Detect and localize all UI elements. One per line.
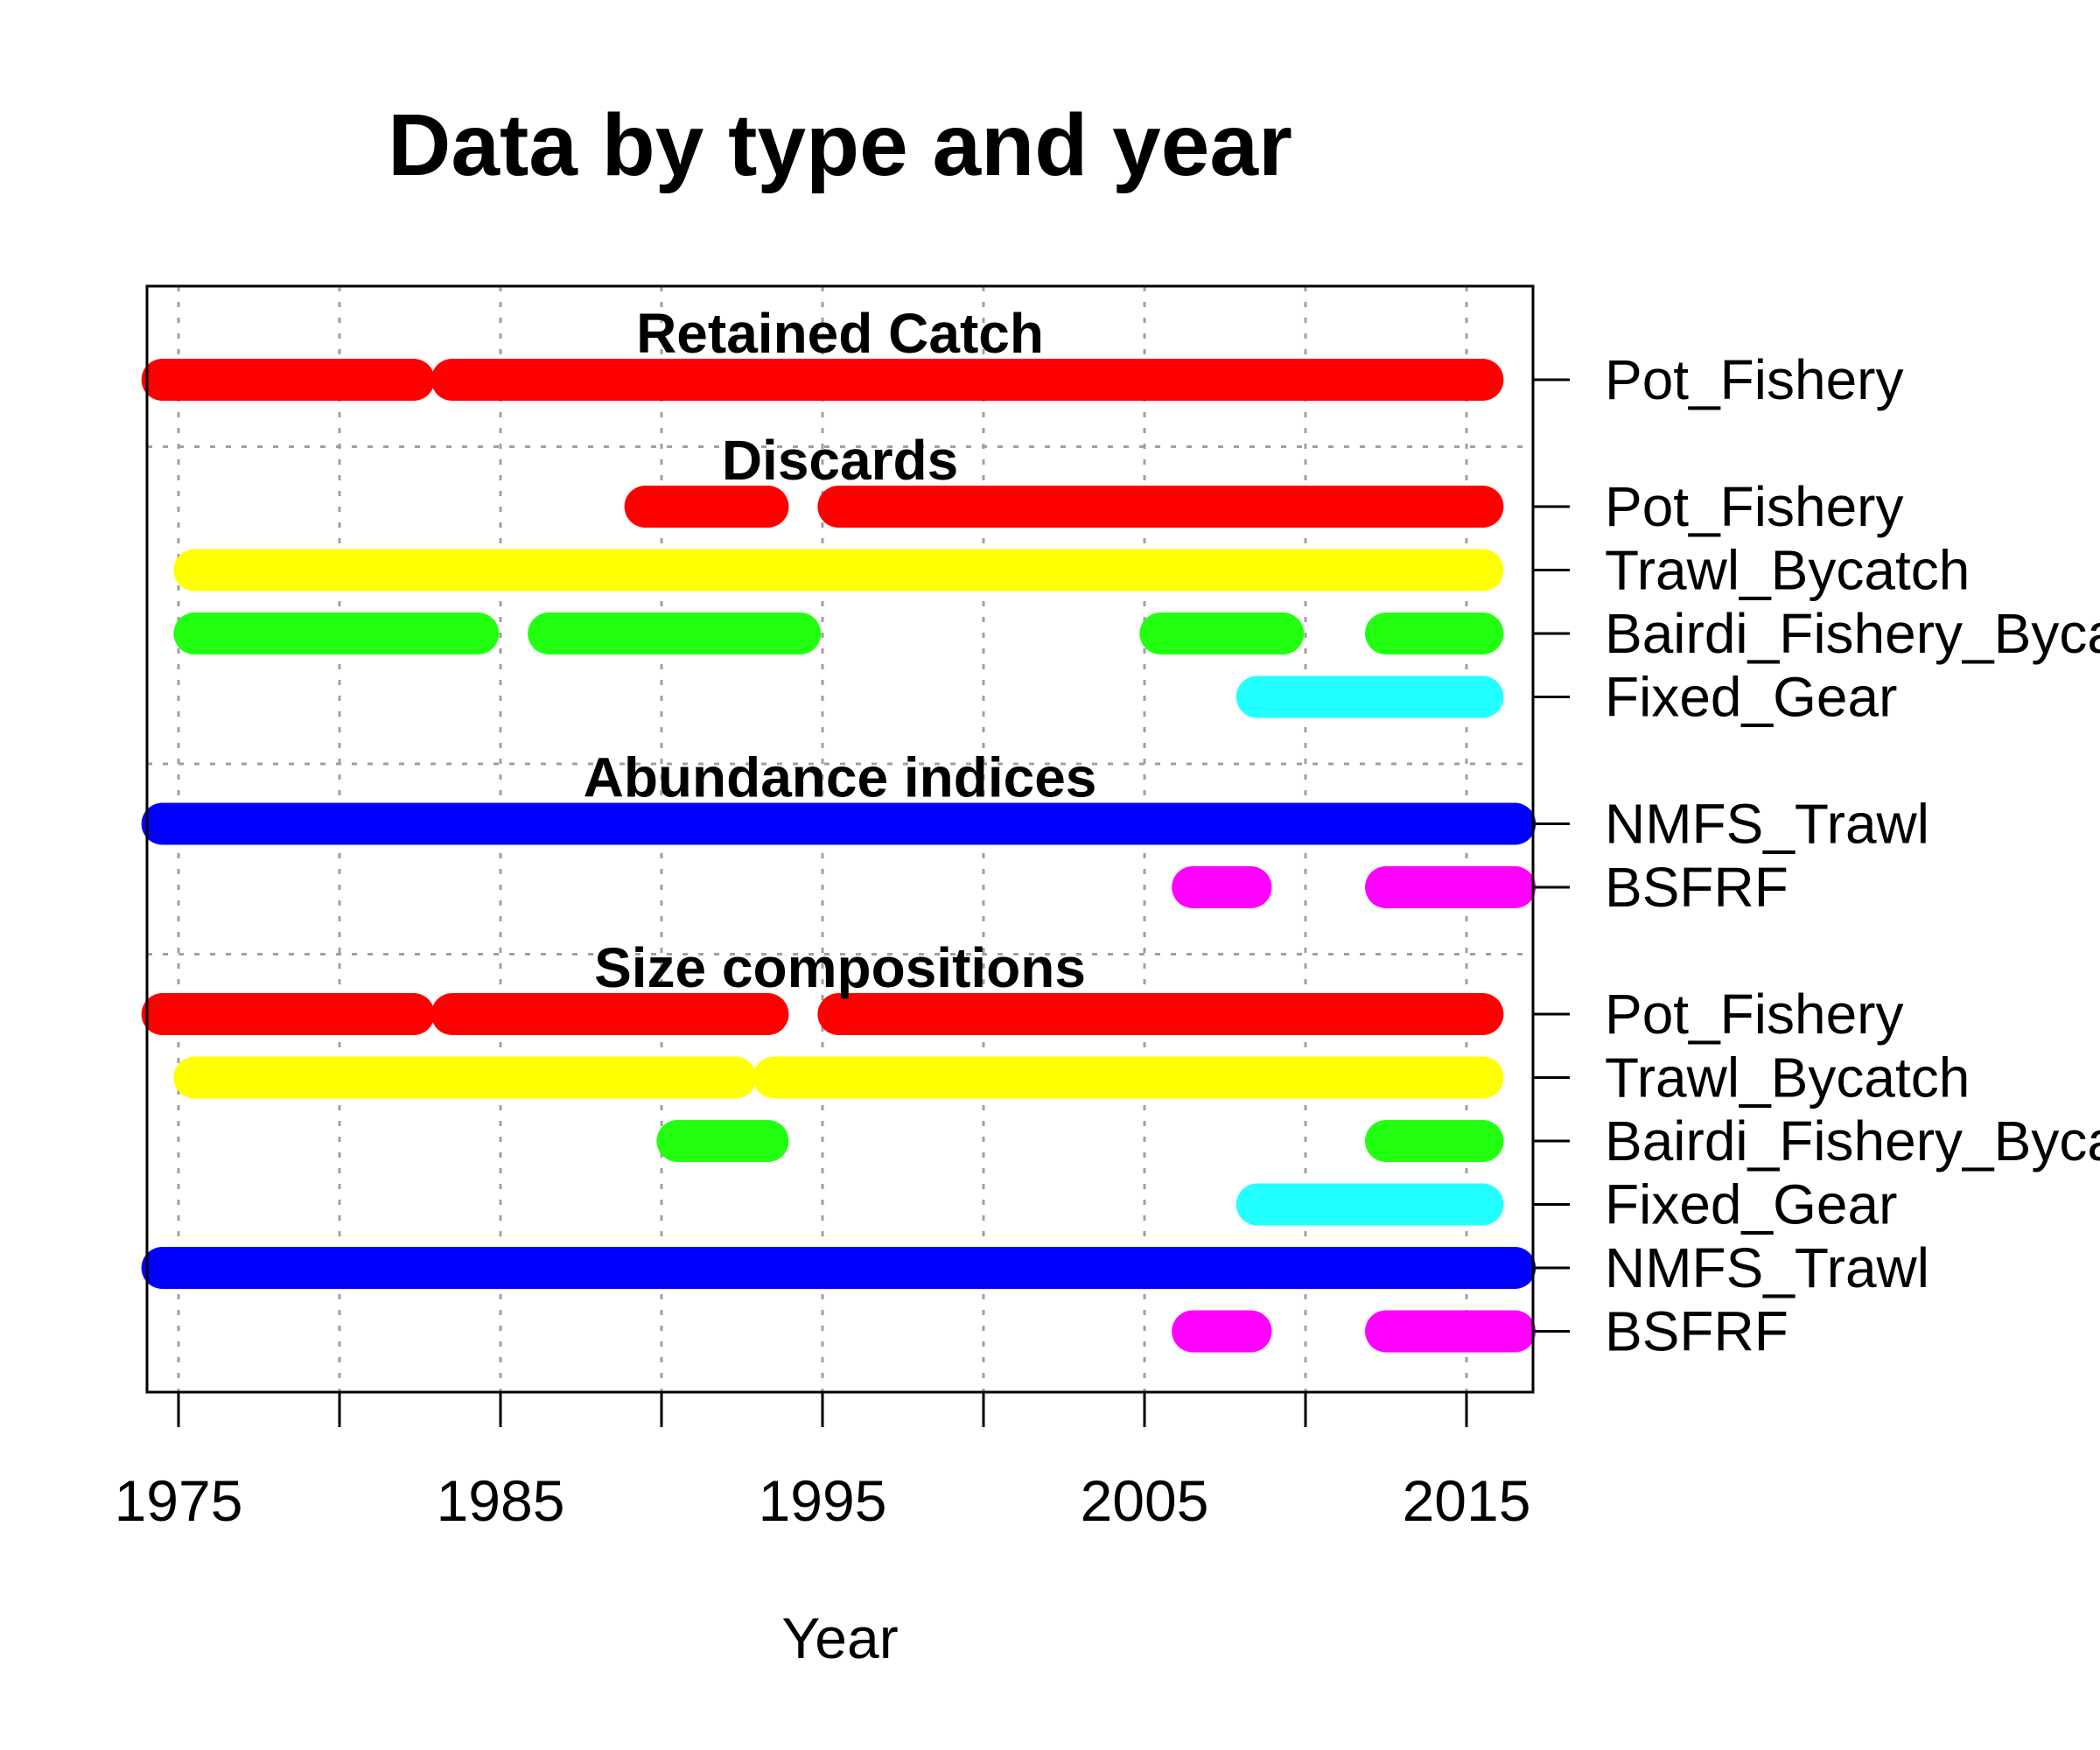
timeline-bars [141,359,1536,1353]
row-label: BSFRF [1605,856,1788,919]
chart-title: Data by type and year [388,96,1292,194]
row-label: NMFS_Trawl [1605,1236,1929,1299]
section-title: Abundance indices [584,746,1097,809]
section-title: Retained Catch [636,302,1044,365]
row-label: Pot_Fishery [1605,983,1903,1046]
plot-frame [145,284,1535,1394]
x-tick-label: 2015 [1403,1468,1531,1533]
x-tick-label: 1995 [759,1468,887,1533]
row-label: NMFS_Trawl [1605,793,1929,856]
row-label: Pot_Fishery [1605,348,1903,411]
y-axis-right: Pot_FisheryPot_FisheryTrawl_BycatchBaird… [1533,348,2100,1363]
row-label: Bairdi_Fishery_Bycatch [1605,1110,2100,1172]
x-axis: 1975 1985 1995 2005 2015 [115,1392,1531,1533]
row-label: Pot_Fishery [1605,475,1903,538]
row-label: Fixed_Gear [1605,1173,1897,1236]
section-title: Discards [722,429,958,492]
row-label: Trawl_Bycatch [1605,539,1970,602]
x-tick-label: 1985 [437,1468,565,1533]
section-titles: Retained Catch Discards Abundance indices S… [584,302,1097,999]
row-label: Bairdi_Fishery_Bycatch [1605,602,2100,665]
row-label: BSFRF [1605,1300,1788,1363]
x-tick-label: 2005 [1081,1468,1209,1533]
x-tick-label: 1975 [115,1468,243,1533]
row-label: Trawl_Bycatch [1605,1046,1970,1110]
x-axis-label: Year [781,1606,898,1670]
row-label: Fixed_Gear [1605,666,1897,729]
section-title: Size compositions [594,936,1086,999]
